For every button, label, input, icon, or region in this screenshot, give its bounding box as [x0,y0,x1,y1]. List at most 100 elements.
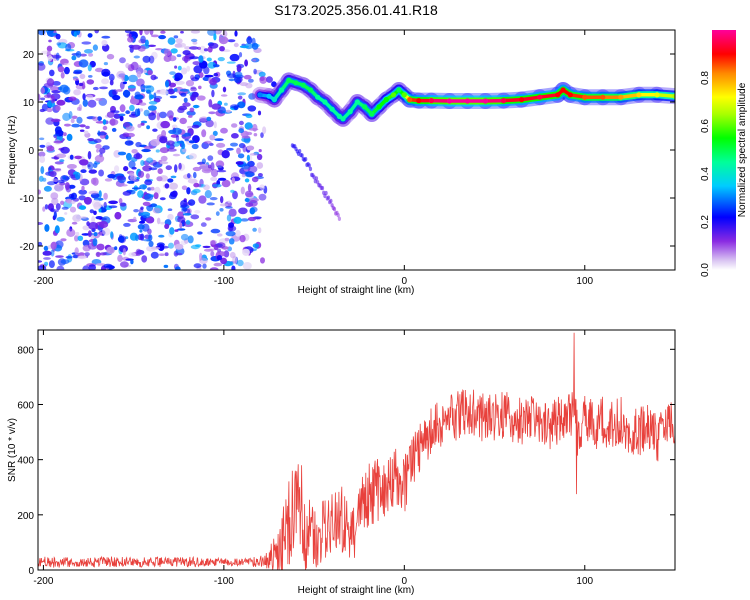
noise-speckle [174,243,184,250]
noise-speckle [61,206,69,210]
noise-speckle [209,197,218,201]
noise-speckle [39,155,46,163]
noise-speckle [235,229,241,237]
noise-speckle [177,65,182,71]
noise-speckle [209,267,219,270]
noise-speckle [148,55,155,64]
noise-speckle [228,238,235,245]
noise-speckle [51,90,61,94]
noise-speckle [117,151,127,156]
noise-speckle [249,153,258,156]
noise-speckle [175,38,183,44]
noise-speckle [64,123,71,127]
noise-speckle [236,64,242,73]
noise-speckle [231,123,238,128]
noise-speckle [220,94,228,97]
noise-speckle [38,175,44,182]
noise-speckle [122,89,131,98]
noise-speckle [119,57,126,64]
noise-speckle [221,150,230,159]
noise-speckle [158,244,165,251]
noise-speckle [127,36,134,43]
snr-marks [38,332,675,570]
noise-speckle [56,99,66,106]
noise-speckle [194,209,201,214]
noise-speckle [43,257,51,260]
noise-speckle [142,55,151,63]
noise-speckle [214,138,224,142]
noise-speckle [131,95,134,101]
noise-speckle [64,182,70,191]
noise-speckle [147,44,157,47]
noise-speckle [123,166,129,172]
noise-speckle [99,231,103,236]
noise-speckle [242,144,247,153]
noise-speckle [111,127,117,132]
noise-speckle [128,74,138,83]
noise-speckle [144,30,150,35]
noise-speckle [188,140,196,144]
noise-speckle [244,59,249,67]
noise-speckle [87,33,93,38]
noise-speckle [109,80,114,86]
streak-mark [332,206,337,212]
noise-speckle [96,243,105,251]
ridge-point [428,98,434,104]
noise-speckle [181,142,186,150]
noise-speckle [193,104,199,109]
noise-speckle [167,213,174,221]
noise-speckle [148,100,158,105]
noise-speckle [40,97,46,101]
noise-speckle [198,195,207,204]
noise-speckle [245,82,253,89]
noise-speckle [190,86,197,90]
ridge-point [383,97,389,103]
noise-speckle [199,45,206,54]
noise-speckle [262,126,267,134]
noise-speckle [238,52,243,58]
noise-speckle [172,153,181,157]
noise-speckle [192,41,198,45]
figure-title: S173.2025.356.01.41.R18 [274,2,438,18]
noise-speckle [234,71,243,78]
colorbar-tick-label: 0.0 [700,263,711,277]
noise-speckle [50,241,57,250]
noise-speckle [210,176,218,182]
noise-speckle [149,30,154,36]
noise-speckle [38,265,47,270]
noise-speckle [222,86,227,93]
noise-speckle [81,185,85,191]
noise-speckle [133,55,140,59]
noise-speckle [232,190,238,200]
noise-speckle [121,75,125,82]
noise-speckle [148,112,157,121]
noise-speckle [150,74,157,81]
noise-speckle [230,189,235,193]
noise-speckle [150,34,159,38]
noise-speckle [79,129,85,132]
noise-speckle [189,46,199,50]
noise-speckle [247,216,257,222]
noise-speckle [64,212,68,215]
noise-speckle [60,72,65,79]
noise-speckle [187,235,194,244]
noise-speckle [143,69,148,74]
noise-speckle [54,183,64,192]
noise-speckle [143,145,154,150]
noise-speckle [93,138,102,143]
noise-speckle [166,140,175,146]
ridge-point [501,98,507,104]
noise-speckle [163,264,169,268]
noise-speckle [84,252,90,257]
noise-speckle [79,73,86,80]
noise-speckle [225,109,231,113]
noise-speckle [44,204,49,210]
noise-speckle [43,94,54,99]
noise-speckle [46,145,55,152]
ridge-point [315,94,321,100]
noise-speckle [241,135,251,139]
noise-speckle [98,220,109,229]
noise-speckle [137,190,144,198]
noise-speckle [55,33,61,40]
